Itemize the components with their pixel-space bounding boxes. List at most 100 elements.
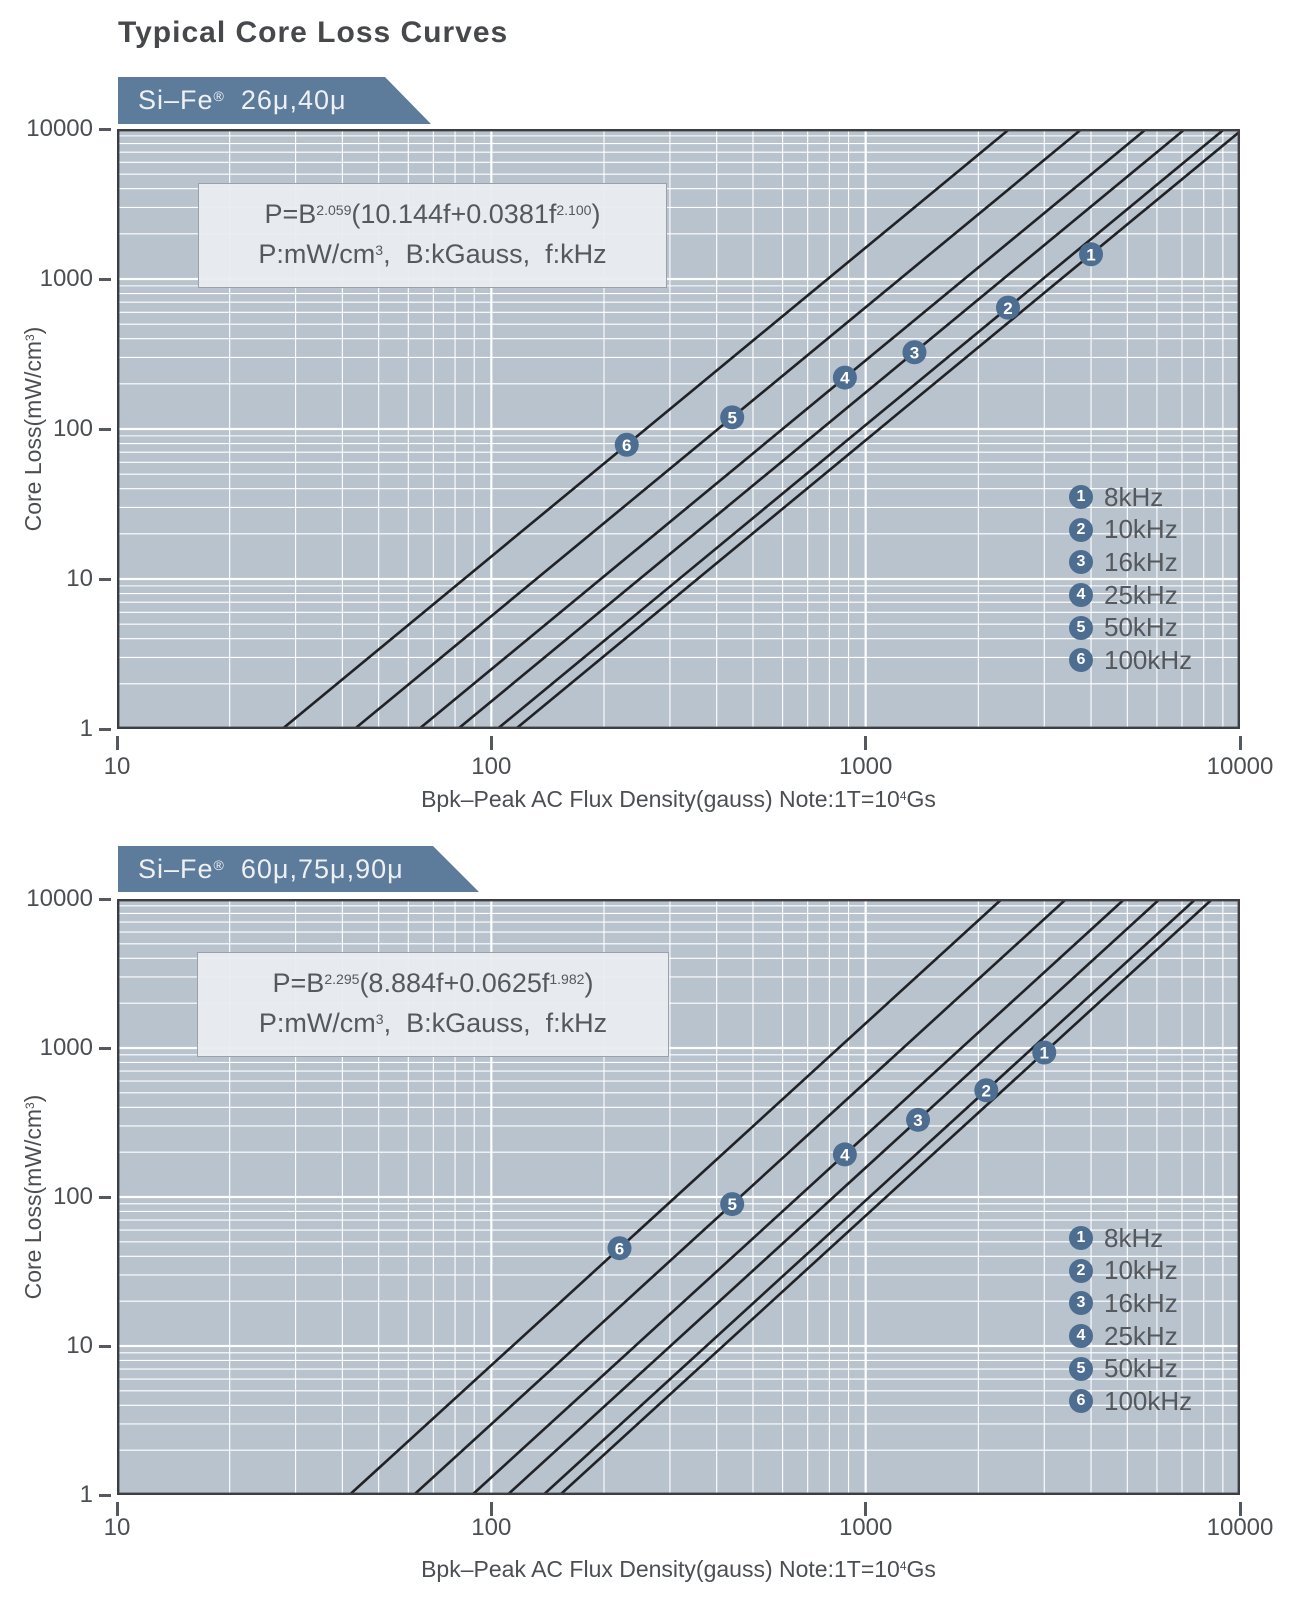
y-tick-mark (99, 428, 111, 432)
curve-50kHz (353, 129, 1083, 729)
text-part: , B:kGauss, f:kHz (383, 1007, 608, 1038)
curve-25kHz (471, 899, 1126, 1495)
legend-label: 100kHz (1104, 1385, 1193, 1416)
curve-marker-50kHz: 5 (720, 405, 745, 430)
legend-label: 16kHz (1104, 1287, 1178, 1318)
marker-circle (906, 1107, 931, 1132)
legend-item-8kHz: 1 8kHz (1069, 1222, 1289, 1255)
legend-item-50kHz: 5 50kHz (1069, 1352, 1289, 1385)
legend-si-fe-26-40: 1 8kHz 2 10kHz 3 16kHz 4 25kHz 5 50kHz 6 100kHz (1069, 481, 1289, 677)
text-part: ) (584, 967, 594, 998)
superscript: 2.059 (316, 201, 352, 218)
legend-item-25kHz: 4 25kHz (1069, 579, 1289, 612)
legend-number-circle: 3 (1069, 550, 1093, 575)
y-tick-1: 1 (80, 1481, 111, 1509)
superscript: 2.100 (556, 201, 592, 218)
y-tick-label: 10 (66, 565, 93, 592)
y-tick-label: 1 (79, 1481, 93, 1508)
superscript: 3 (23, 1102, 38, 1109)
curve-marker-16kHz: 3 (902, 340, 927, 365)
text-part: P=B (272, 967, 325, 998)
marker-number: 4 (840, 369, 850, 388)
y-tick-mark (99, 1196, 111, 1200)
marker-number: 5 (727, 1195, 736, 1214)
y-tick-label: 1000 (39, 265, 93, 292)
x-tick-10000: 10000 (1206, 753, 1274, 780)
x-tick-10: 10 (103, 1514, 131, 1541)
text-part: Core Loss(mW/cm (20, 1108, 46, 1300)
curve-marker-10kHz: 2 (995, 295, 1020, 320)
legend-number-circle: 4 (1069, 583, 1093, 608)
y-tick-label: 100 (52, 415, 93, 442)
legend-item-10kHz: 2 10kHz (1069, 1255, 1289, 1288)
legend-number-circle: 4 (1069, 1324, 1093, 1349)
y-tick-10000: 10000 (26, 115, 111, 143)
y-tick-mark (99, 128, 111, 132)
curve-25kHz (418, 129, 1148, 729)
x-tick-mark (489, 736, 493, 750)
core-loss-formula: P=B2.295(8.884f+0.0625f1.982) (273, 965, 594, 1005)
legend-item-100kHz: 6 100kHz (1069, 644, 1289, 677)
y-tick-mark (99, 1047, 111, 1051)
y-tick-label: 100 (52, 1183, 93, 1210)
material-banner-si-fe-60-75-90: Si–Fe® 60μ,75μ,90μ (118, 846, 479, 892)
y-tick-mark (99, 1494, 111, 1498)
formula-box-si-fe-26-40: P=B2.059(10.144f+0.0381f2.100) P:mW/cm3,… (198, 183, 667, 288)
text-part: Gs (906, 1556, 936, 1582)
x-tick-1000: 1000 (838, 1514, 893, 1541)
y-tick-mark (99, 1345, 111, 1349)
x-tick-mark (115, 1502, 119, 1516)
legend-item-16kHz: 3 16kHz (1069, 546, 1289, 579)
legend-number-circle: 1 (1069, 485, 1093, 510)
legend-number-circle: 5 (1069, 615, 1093, 640)
legend-label: 50kHz (1104, 612, 1178, 643)
marker-circle (614, 432, 639, 457)
curve-marker-25kHz: 4 (832, 1142, 857, 1167)
formula-units: P:mW/cm3, B:kGauss, f:kHz (259, 1005, 607, 1045)
superscript: 3 (375, 241, 384, 258)
curve-marker-100kHz: 6 (607, 1236, 632, 1261)
legend-number-circle: 2 (1069, 1258, 1093, 1283)
marker-number: 3 (913, 1111, 922, 1130)
curve-16kHz (506, 899, 1161, 1495)
legend-label: 25kHz (1104, 579, 1178, 610)
y-tick-label: 10 (66, 1332, 93, 1359)
x-tick-mark (1238, 736, 1242, 750)
curve-8kHz (514, 130, 1240, 729)
plot-border (117, 899, 1240, 1495)
y-tick-mark (99, 728, 111, 732)
legend-label: 25kHz (1104, 1320, 1178, 1351)
legend-number-circle: 1 (1069, 1226, 1093, 1251)
legend-label: 16kHz (1104, 546, 1178, 577)
curve-marker-8kHz: 1 (1079, 242, 1104, 267)
text-part: , B:kGauss, f:kHz (383, 238, 607, 269)
formula-box-si-fe-60-75-90: P=B2.295(8.884f+0.0625f1.982) P:mW/cm3, … (197, 952, 669, 1057)
legend-number-circle: 3 (1069, 1291, 1093, 1316)
text-part: P:mW/cm (258, 1007, 376, 1038)
curve-10kHz (496, 129, 1226, 729)
curve-10kHz (542, 899, 1197, 1495)
y-tick-label: 1 (79, 715, 93, 742)
page-title: Typical Core Loss Curves (118, 16, 509, 49)
marker-number: 6 (622, 436, 631, 455)
text-part: ) (591, 198, 601, 229)
text-part: Bpk–Peak AC Flux Density(gauss) Note:1T=… (421, 786, 900, 812)
marker-number: 3 (910, 343, 919, 362)
x-tick-mark (489, 1502, 493, 1516)
legend-label: 8kHz (1104, 1222, 1164, 1253)
curve-marker-100kHz: 6 (614, 432, 639, 457)
y-tick-1: 1 (80, 715, 111, 743)
y-tick-10000: 10000 (26, 885, 111, 913)
text-part: Bpk–Peak AC Flux Density(gauss) Note:1T=… (421, 1556, 900, 1582)
curve-marker-50kHz: 5 (720, 1192, 745, 1217)
y-tick-label: 10000 (26, 885, 93, 912)
text-part: (8.884f+0.0625f (359, 967, 550, 998)
superscript: 3 (23, 334, 38, 341)
text-part: Gs (906, 786, 936, 812)
legend-label: 50kHz (1104, 1353, 1178, 1384)
legend-number-circle: 2 (1069, 517, 1093, 542)
curve-marker-10kHz: 2 (974, 1078, 999, 1103)
legend-item-16kHz: 3 16kHz (1069, 1287, 1289, 1320)
superscript: ® (213, 857, 224, 874)
